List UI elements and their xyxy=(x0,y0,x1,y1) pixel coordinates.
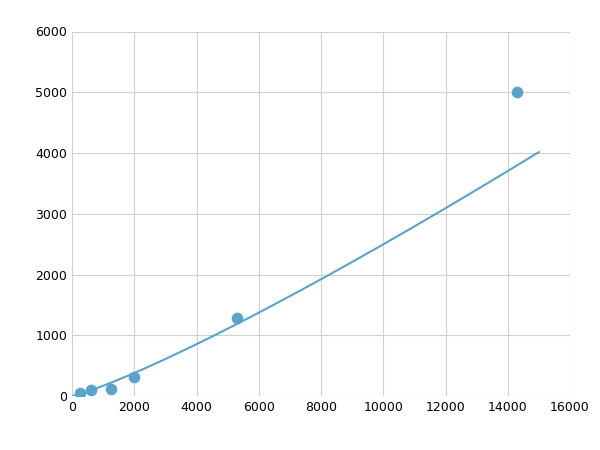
Point xyxy=(86,386,96,393)
Point xyxy=(232,315,242,322)
Point xyxy=(75,389,85,396)
Point xyxy=(106,385,116,392)
Point xyxy=(512,89,522,96)
Point xyxy=(130,374,139,381)
